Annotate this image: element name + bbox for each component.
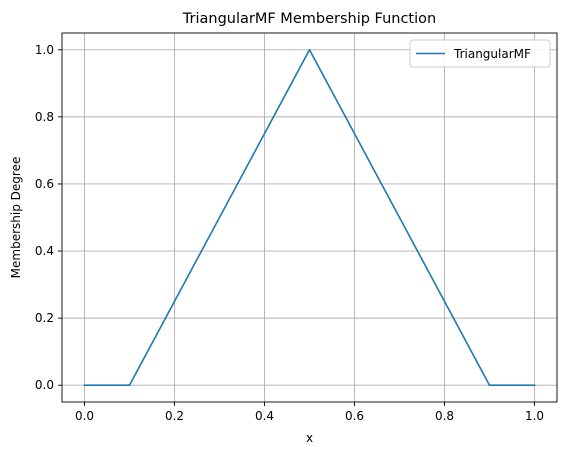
y-tick-label: 0.8 bbox=[35, 110, 54, 124]
series-line-triangularmf bbox=[83, 48, 536, 387]
y-tick-label: 0.4 bbox=[35, 244, 54, 258]
grid-lines bbox=[62, 33, 557, 402]
x-tick-label: 0.6 bbox=[345, 409, 364, 423]
legend-label: TriangularMF bbox=[453, 47, 531, 61]
plot-area-frame bbox=[61, 32, 558, 403]
y-tick-label: 1.0 bbox=[35, 43, 54, 57]
y-tick-label: 0.0 bbox=[35, 378, 54, 392]
legend-box bbox=[409, 39, 551, 68]
x-tick-label: 1.0 bbox=[525, 409, 544, 423]
y-axis-ticks: 0.0 0.2 0.4 0.6 0.8 1.0 bbox=[35, 43, 62, 392]
y-axis-label: Membership Degree bbox=[9, 157, 23, 279]
legend: TriangularMF bbox=[409, 39, 551, 68]
x-tick-label: 0.0 bbox=[75, 409, 94, 423]
x-tick-label: 0.8 bbox=[435, 409, 454, 423]
x-tick-label: 0.2 bbox=[165, 409, 184, 423]
x-tick-label: 0.4 bbox=[255, 409, 274, 423]
chart-title: TriangularMF Membership Function bbox=[182, 11, 436, 27]
x-axis-ticks: 0.0 0.2 0.4 0.6 0.8 1.0 bbox=[75, 402, 544, 423]
series-lines bbox=[83, 48, 536, 387]
y-tick-label: 0.6 bbox=[35, 177, 54, 191]
x-axis-label: x bbox=[306, 431, 313, 445]
y-tick-label: 0.2 bbox=[35, 311, 54, 325]
